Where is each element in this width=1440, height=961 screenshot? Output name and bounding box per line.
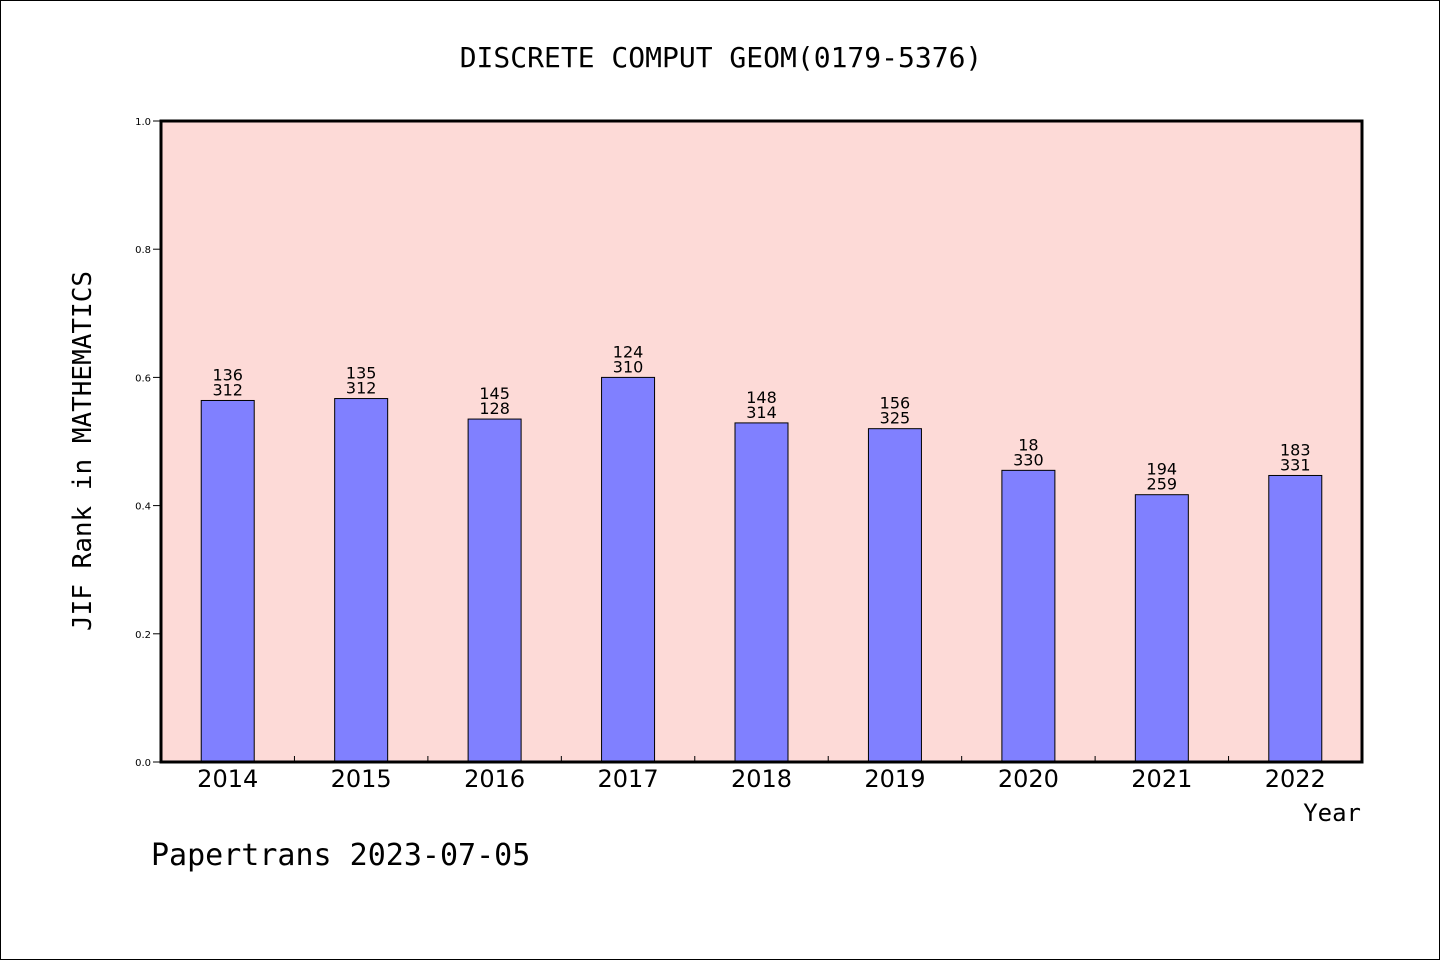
- bar-rank-label: 183: [1280, 440, 1311, 459]
- y-tick-label: 0.2: [135, 630, 151, 641]
- bar-total-label: 331: [1280, 455, 1311, 474]
- bar-total-label: 314: [746, 403, 777, 422]
- bar-rank-label: 156: [880, 394, 911, 413]
- x-tick-label: 2016: [464, 765, 525, 793]
- bar-rank-label: 136: [212, 365, 243, 384]
- bar-2022: [1268, 474, 1323, 763]
- plot-frame: [159, 119, 1364, 764]
- x-tick-label: 2014: [197, 765, 258, 793]
- x-tick-label: 2020: [998, 765, 1059, 793]
- x-tick-label: 2017: [598, 765, 659, 793]
- bar-total-label: 312: [346, 379, 377, 398]
- bar-rank-label: 124: [613, 342, 644, 361]
- bar-rank-label: 135: [346, 364, 377, 383]
- y-tick-label: 1.0: [135, 117, 151, 128]
- bar-total-label: 259: [1147, 475, 1178, 494]
- bar-total-label: 310: [613, 357, 644, 376]
- bar-2015: [334, 398, 389, 763]
- footer-date-stamp: Papertrans 2023-07-05: [151, 838, 530, 873]
- bar-2018: [734, 422, 789, 763]
- x-axis: 2014 2015 2016 2017 2018 2019 2020 2021 2022: [197, 756, 1326, 793]
- x-tick-label: 2022: [1265, 765, 1326, 793]
- bar-2020: [1001, 469, 1056, 763]
- bar-series: [200, 376, 1323, 763]
- chart-title: DISCRETE COMPUT GEOM(0179-5376): [460, 41, 983, 74]
- bar-2019: [867, 428, 922, 763]
- bar-rank-label: 18: [1018, 435, 1038, 454]
- bar-2016: [467, 418, 522, 763]
- bar-rank-label: 194: [1147, 460, 1178, 479]
- bar-total-label: 325: [880, 409, 911, 428]
- x-axis-label: Year: [1303, 799, 1361, 827]
- bar-rank-label: 145: [479, 384, 510, 403]
- bar-2021: [1134, 494, 1189, 763]
- bar-total-label: 330: [1013, 450, 1044, 469]
- x-tick-label: 2018: [731, 765, 792, 793]
- bar-2017: [601, 376, 656, 763]
- y-tick-label: 0.4: [135, 502, 151, 513]
- x-tick-label: 2021: [1131, 765, 1192, 793]
- bar-total-label: 312: [212, 380, 243, 399]
- y-axis: 0.0 0.2 0.4 0.6 0.8 1.0: [135, 117, 161, 769]
- bar-rank-label: 148: [746, 388, 777, 407]
- y-axis-label: JIF Rank in MATHEMATICS: [68, 271, 98, 631]
- x-tick-label: 2019: [864, 765, 925, 793]
- bar-2014: [200, 399, 255, 763]
- y-tick-label: 0.6: [135, 373, 151, 384]
- y-tick-label: 0.8: [135, 245, 151, 256]
- bar-total-label: 128: [479, 399, 510, 418]
- y-tick-label: 0.0: [135, 758, 151, 769]
- x-tick-label: 2015: [331, 765, 392, 793]
